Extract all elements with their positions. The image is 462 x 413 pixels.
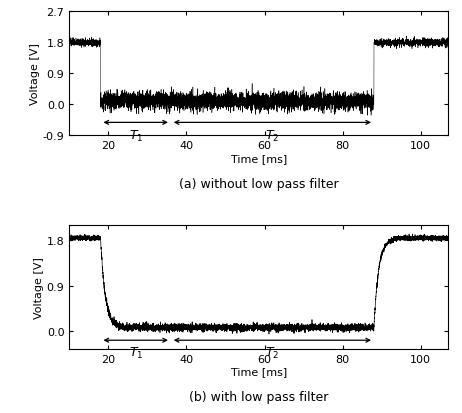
Text: $T_1$: $T_1$ <box>128 128 143 144</box>
Text: (a) without low pass filter: (a) without low pass filter <box>179 178 339 190</box>
Text: $T_2$: $T_2$ <box>265 128 280 144</box>
Y-axis label: Voltage [V]: Voltage [V] <box>30 43 40 105</box>
Text: $T_2$: $T_2$ <box>265 345 280 361</box>
X-axis label: Time [ms]: Time [ms] <box>231 154 287 164</box>
Text: (b) with low pass filter: (b) with low pass filter <box>189 390 328 403</box>
Y-axis label: Voltage [V]: Voltage [V] <box>34 256 44 318</box>
X-axis label: Time [ms]: Time [ms] <box>231 367 287 377</box>
Text: $T_1$: $T_1$ <box>128 345 143 361</box>
